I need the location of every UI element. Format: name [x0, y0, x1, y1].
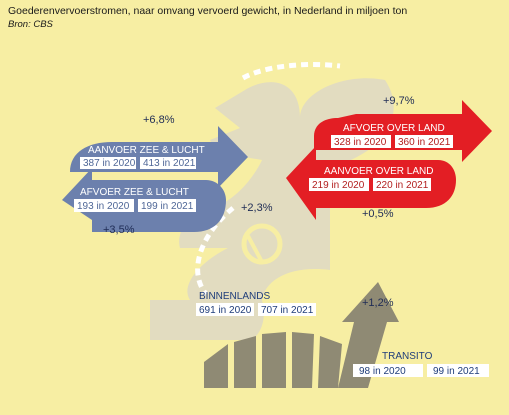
aanvoer-zee-lucht-2021-box: [140, 157, 196, 169]
chart-source: Bron: CBS: [8, 19, 53, 30]
transito-2021-box: [427, 364, 489, 377]
transito-arrow-head: [338, 282, 399, 388]
afvoer-over-land-2021-box: [395, 135, 453, 148]
transito-seg-1: [204, 344, 228, 388]
transito-arrow: [204, 282, 399, 388]
aanvoer-zee-lucht-2020-box: [80, 157, 136, 169]
afvoer-zee-lucht-2021-box: [138, 199, 196, 212]
afvoer-zee-lucht-label: AFVOER ZEE & LUCHT: [80, 187, 189, 198]
binnenlands-change: +2,3%: [241, 202, 273, 214]
binnenlands-2020-box: [196, 303, 254, 316]
transito-seg-4: [292, 332, 314, 388]
afvoer-over-land-2020-box: [331, 135, 391, 148]
aanvoer-over-land-arrow: [286, 146, 456, 220]
transito-seg-2: [234, 336, 256, 388]
binnenlands-label: BINNENLANDS: [199, 291, 270, 302]
top-connector: [241, 62, 341, 81]
afvoer-zee-lucht-2020-box: [74, 199, 134, 212]
afvoer-over-land-label: AFVOER OVER LAND: [343, 123, 445, 134]
transito-2020-box: [353, 364, 423, 377]
gate-icon: [241, 223, 283, 265]
transito-change: +1,2%: [362, 297, 394, 309]
binnenlands-2021-box: [258, 303, 316, 316]
transito-seg-3: [262, 332, 286, 388]
afvoer-over-land-2021: 360 in 2021: [398, 137, 451, 148]
afvoer-over-land-2020: 328 in 2020: [334, 137, 387, 148]
dashed-connectors: [195, 62, 341, 296]
transito-2021: 99 in 2021: [433, 366, 480, 377]
aanvoer-over-land-label: AANVOER OVER LAND: [324, 166, 433, 177]
afvoer-zee-lucht-2020: 193 in 2020: [77, 201, 130, 212]
transito-2020: 98 in 2020: [359, 366, 406, 377]
aanvoer-over-land-2020: 219 in 2020: [312, 180, 365, 191]
binnenlands-2020: 691 in 2020: [199, 305, 252, 316]
afvoer-zee-lucht-2021: 199 in 2021: [141, 201, 194, 212]
chart-title: Goederenvervoerstromen, naar omvang verv…: [8, 5, 408, 17]
aanvoer-over-land-2021: 220 in 2021: [376, 180, 429, 191]
aanvoer-zee-lucht-label: AANVOER ZEE & LUCHT: [88, 145, 205, 156]
left-connector: [195, 206, 235, 296]
aanvoer-over-land-2021-box: [373, 178, 431, 191]
aanvoer-zee-lucht-change: +6,8%: [143, 114, 175, 126]
afvoer-zee-lucht-change: +3,5%: [103, 224, 135, 236]
afvoer-over-land-change: +9,7%: [383, 95, 415, 107]
aanvoer-zee-lucht-2020: 387 in 2020: [83, 158, 136, 169]
aanvoer-zee-lucht-2021: 413 in 2021: [143, 158, 196, 169]
binnenlands-2021: 707 in 2021: [261, 305, 314, 316]
transito-seg-5: [318, 336, 342, 388]
aanvoer-over-land-change: +0,5%: [362, 208, 394, 220]
transito-label: TRANSITO: [382, 351, 433, 362]
aanvoer-over-land-2020-box: [309, 178, 369, 191]
